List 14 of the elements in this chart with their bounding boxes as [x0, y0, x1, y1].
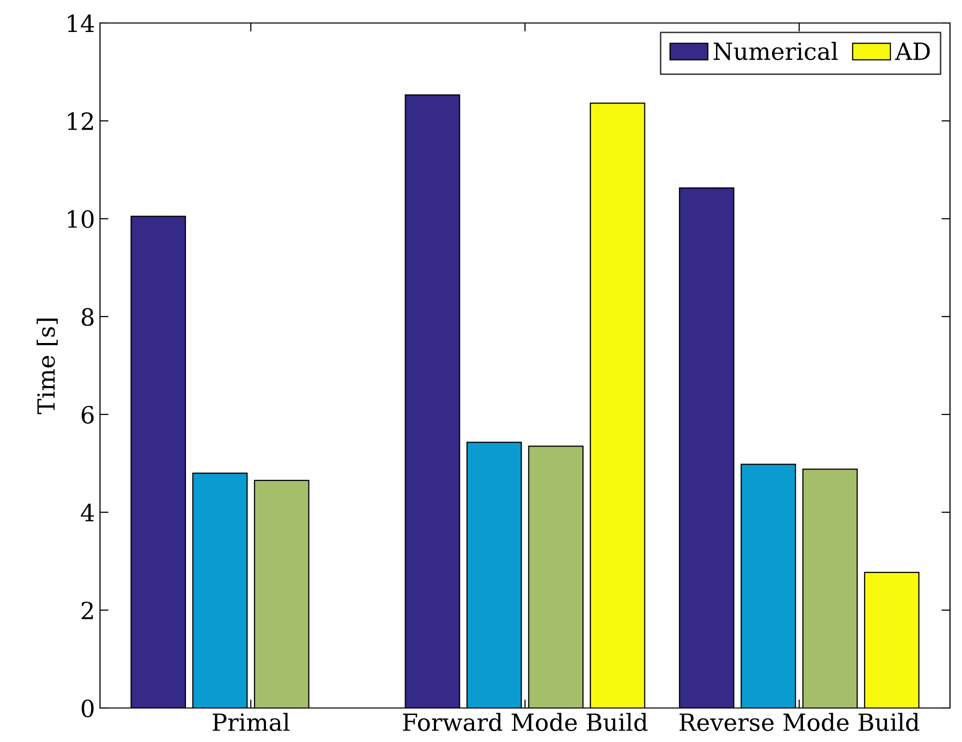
y-tick-label: 12: [68, 112, 93, 130]
y-tick-label: 2: [82, 602, 93, 620]
y-tick-label: 0: [82, 699, 94, 718]
y-axis-title: Time [s]: [36, 318, 58, 414]
y-tick-label: 14: [68, 14, 94, 32]
x-tick-label: Primal: [212, 712, 290, 732]
legend-label: AD: [894, 42, 930, 60]
y-tick-label: 8: [82, 308, 94, 326]
y-tick-label: 4: [80, 504, 94, 522]
legend-label: Numerical: [714, 42, 838, 60]
y-tick-label: 6: [82, 406, 94, 424]
y-tick-label: 10: [68, 210, 94, 228]
x-tick-label: Reverse Mode Build: [680, 712, 920, 732]
x-tick-label: Forward Mode Build: [403, 712, 648, 732]
